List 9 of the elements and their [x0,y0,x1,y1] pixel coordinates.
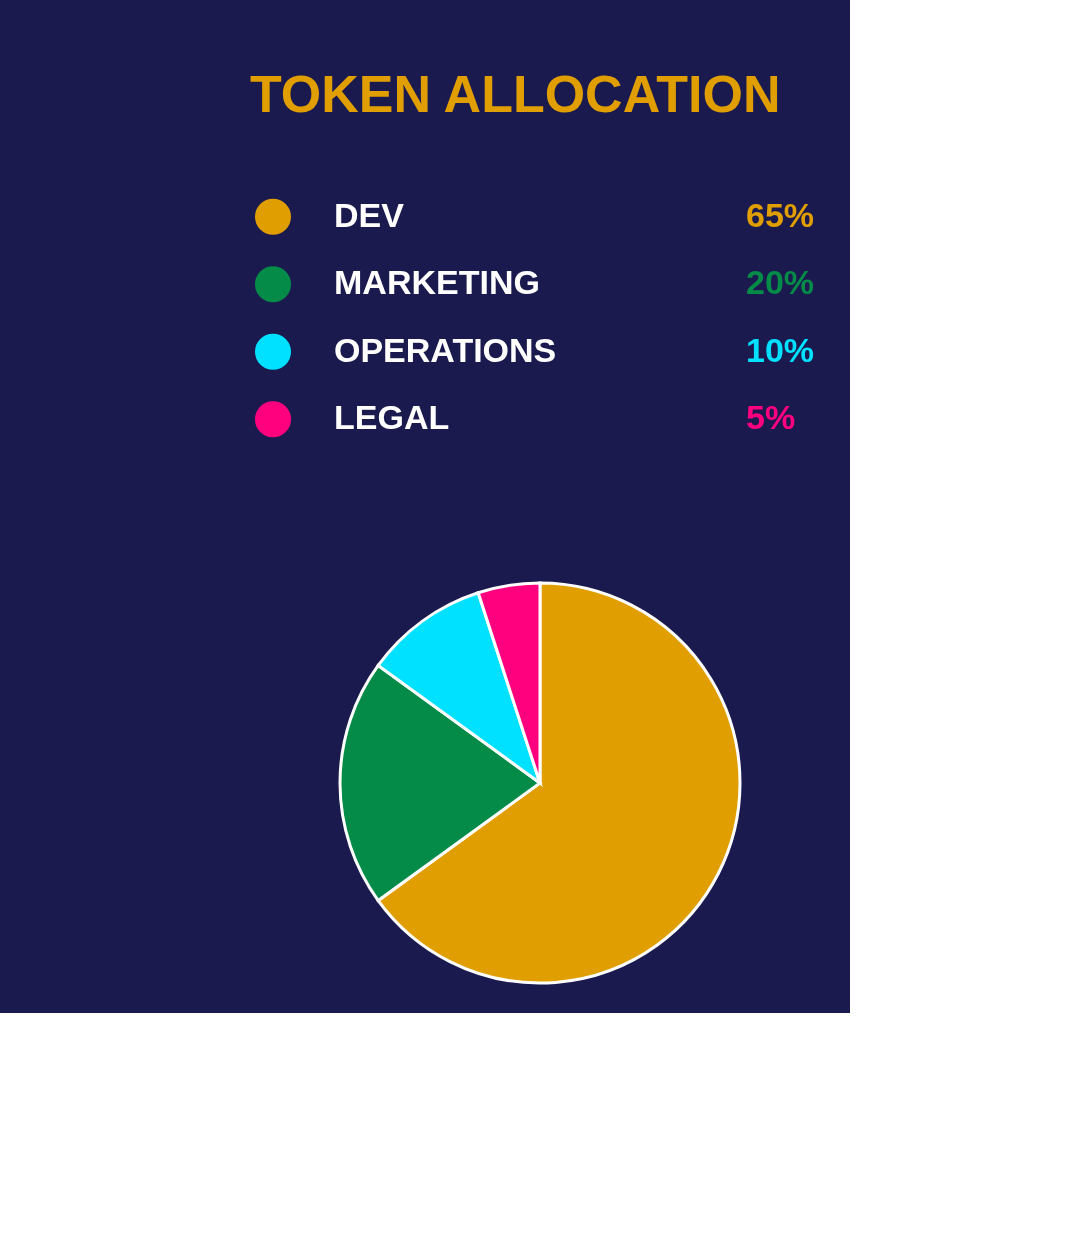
data-label: 65% [746,195,815,234]
legend-label: LEGAL [334,398,450,437]
chart-title: TOKEN ALLOCATION [250,65,781,123]
legend-label: OPERATIONS [334,330,557,369]
data-label: 5% [746,398,796,437]
data-label: 10% [746,330,815,369]
data-label: 20% [746,263,815,302]
legend-label: DEV [334,195,405,234]
legend-label: MARKETING [334,263,540,302]
